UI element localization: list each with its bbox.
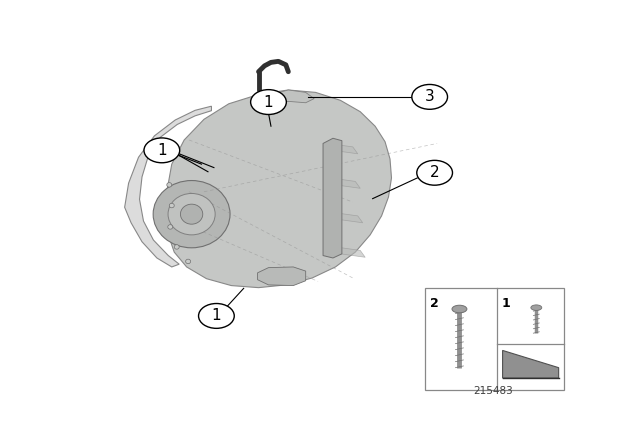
Text: 1: 1	[264, 95, 273, 110]
Ellipse shape	[168, 225, 173, 229]
Polygon shape	[125, 106, 211, 267]
Polygon shape	[502, 350, 559, 378]
Ellipse shape	[169, 203, 174, 208]
Ellipse shape	[180, 204, 203, 224]
Circle shape	[417, 160, 452, 185]
Polygon shape	[167, 90, 392, 288]
Text: 2: 2	[429, 297, 438, 310]
Polygon shape	[269, 90, 314, 104]
Text: 1: 1	[502, 297, 510, 310]
FancyBboxPatch shape	[425, 289, 564, 390]
Polygon shape	[323, 138, 342, 258]
Text: 1: 1	[157, 143, 166, 158]
Ellipse shape	[168, 194, 215, 235]
Circle shape	[144, 138, 180, 163]
Polygon shape	[330, 178, 360, 188]
Text: 1: 1	[212, 308, 221, 323]
Ellipse shape	[167, 183, 172, 187]
Ellipse shape	[153, 181, 230, 248]
Polygon shape	[328, 143, 358, 154]
Circle shape	[412, 85, 447, 109]
Text: 2: 2	[430, 165, 440, 180]
Ellipse shape	[186, 259, 191, 264]
Text: 3: 3	[425, 90, 435, 104]
Ellipse shape	[452, 305, 467, 313]
Text: 215483: 215483	[474, 386, 513, 396]
Circle shape	[251, 90, 286, 115]
Circle shape	[198, 303, 234, 328]
Polygon shape	[335, 247, 365, 257]
Ellipse shape	[531, 305, 542, 310]
Ellipse shape	[174, 245, 179, 249]
Polygon shape	[333, 212, 363, 223]
Polygon shape	[257, 267, 306, 285]
